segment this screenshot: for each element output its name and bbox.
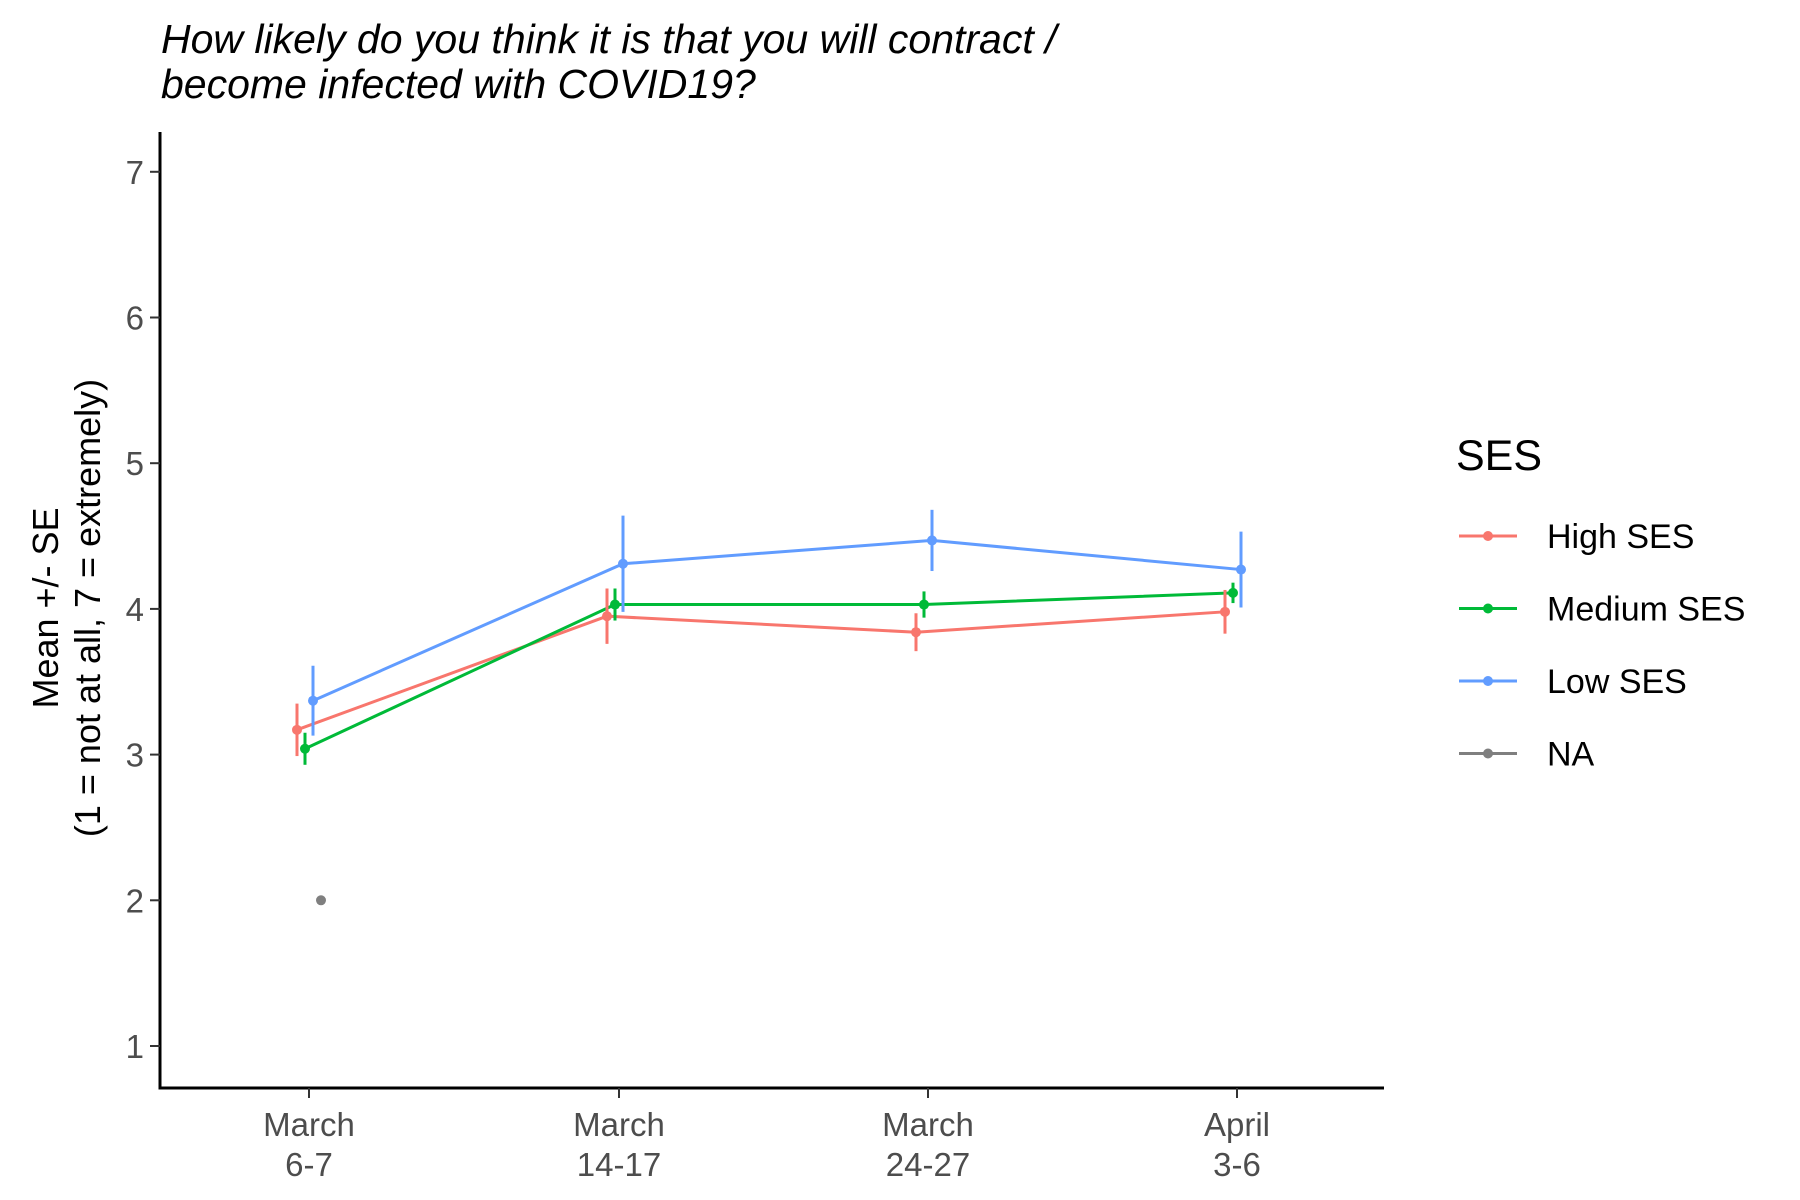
x-tick-label: March (573, 1106, 665, 1143)
data-point-high-ses (602, 611, 612, 622)
legend-label: Medium SES (1547, 591, 1745, 629)
legend-items: High SES Medium SES Low SES NA (1459, 518, 1745, 774)
data-point-low-ses (927, 535, 937, 546)
x-tick-label: March (882, 1106, 974, 1143)
data-point-high-ses (911, 627, 921, 638)
legend-key-point (1483, 748, 1493, 759)
y-axis-title-line-2: (1 = not at all, 7 = extremely) (67, 379, 108, 837)
y-axis-ticks: 1 2 3 4 5 6 7 (126, 154, 160, 1065)
chart-title-line-2: become infected with COVID19? (161, 61, 756, 107)
series-lines (296, 538, 1242, 751)
legend-key-point (1483, 531, 1493, 541)
y-tick-label: 7 (126, 154, 144, 191)
x-tick-label: 3-6 (1213, 1146, 1261, 1183)
y-tick-label: 5 (126, 445, 144, 482)
legend-item-na: NA (1459, 736, 1595, 774)
legend-item-medium-ses: Medium SES (1459, 591, 1745, 629)
series-line-low-ses (312, 538, 1242, 703)
y-tick-label: 4 (126, 591, 144, 628)
chart-title-line-1: How likely do you think it is that you w… (161, 16, 1060, 62)
y-tick-label: 3 (126, 737, 144, 774)
y-tick-label: 1 (126, 1028, 144, 1065)
legend-item-high-ses: High SES (1459, 518, 1694, 556)
legend-label: NA (1547, 736, 1595, 774)
x-tick-label: 6-7 (285, 1146, 333, 1183)
data-point-low-ses (1236, 564, 1246, 575)
legend-title: SES (1456, 432, 1542, 480)
series-error-bars (295, 509, 1243, 765)
data-point-na (316, 895, 326, 906)
legend-label: High SES (1547, 518, 1694, 556)
data-point-low-ses (308, 695, 318, 706)
data-point-low-ses (618, 558, 628, 569)
legend: SES High SES Medium SES Low SES NA (1456, 432, 1745, 774)
data-point-high-ses (292, 724, 302, 735)
x-tick-label: April (1204, 1106, 1270, 1143)
legend-label: Low SES (1547, 663, 1687, 701)
y-tick-label: 6 (126, 300, 144, 337)
legend-item-low-ses: Low SES (1459, 663, 1687, 701)
y-axis-title-line-1: Mean +/- SE (25, 507, 66, 708)
legend-key-point (1483, 603, 1493, 614)
x-tick-label: 24-27 (886, 1146, 970, 1183)
y-axis-title: Mean +/- SE (1 = not at all, 7 = extreme… (25, 379, 108, 837)
data-point-high-ses (1220, 606, 1230, 617)
data-point-medium-ses (610, 599, 620, 610)
series-line-high-ses (296, 610, 1226, 732)
data-point-medium-ses (919, 599, 929, 610)
y-tick-label: 2 (126, 882, 144, 919)
x-tick-label: March (263, 1106, 355, 1143)
series-line-medium-ses (304, 591, 1234, 751)
data-point-medium-ses (300, 743, 310, 754)
legend-key-point (1483, 676, 1493, 686)
data-point-medium-ses (1228, 587, 1238, 598)
series-points (292, 535, 1246, 906)
x-tick-label: 14-17 (577, 1146, 661, 1183)
